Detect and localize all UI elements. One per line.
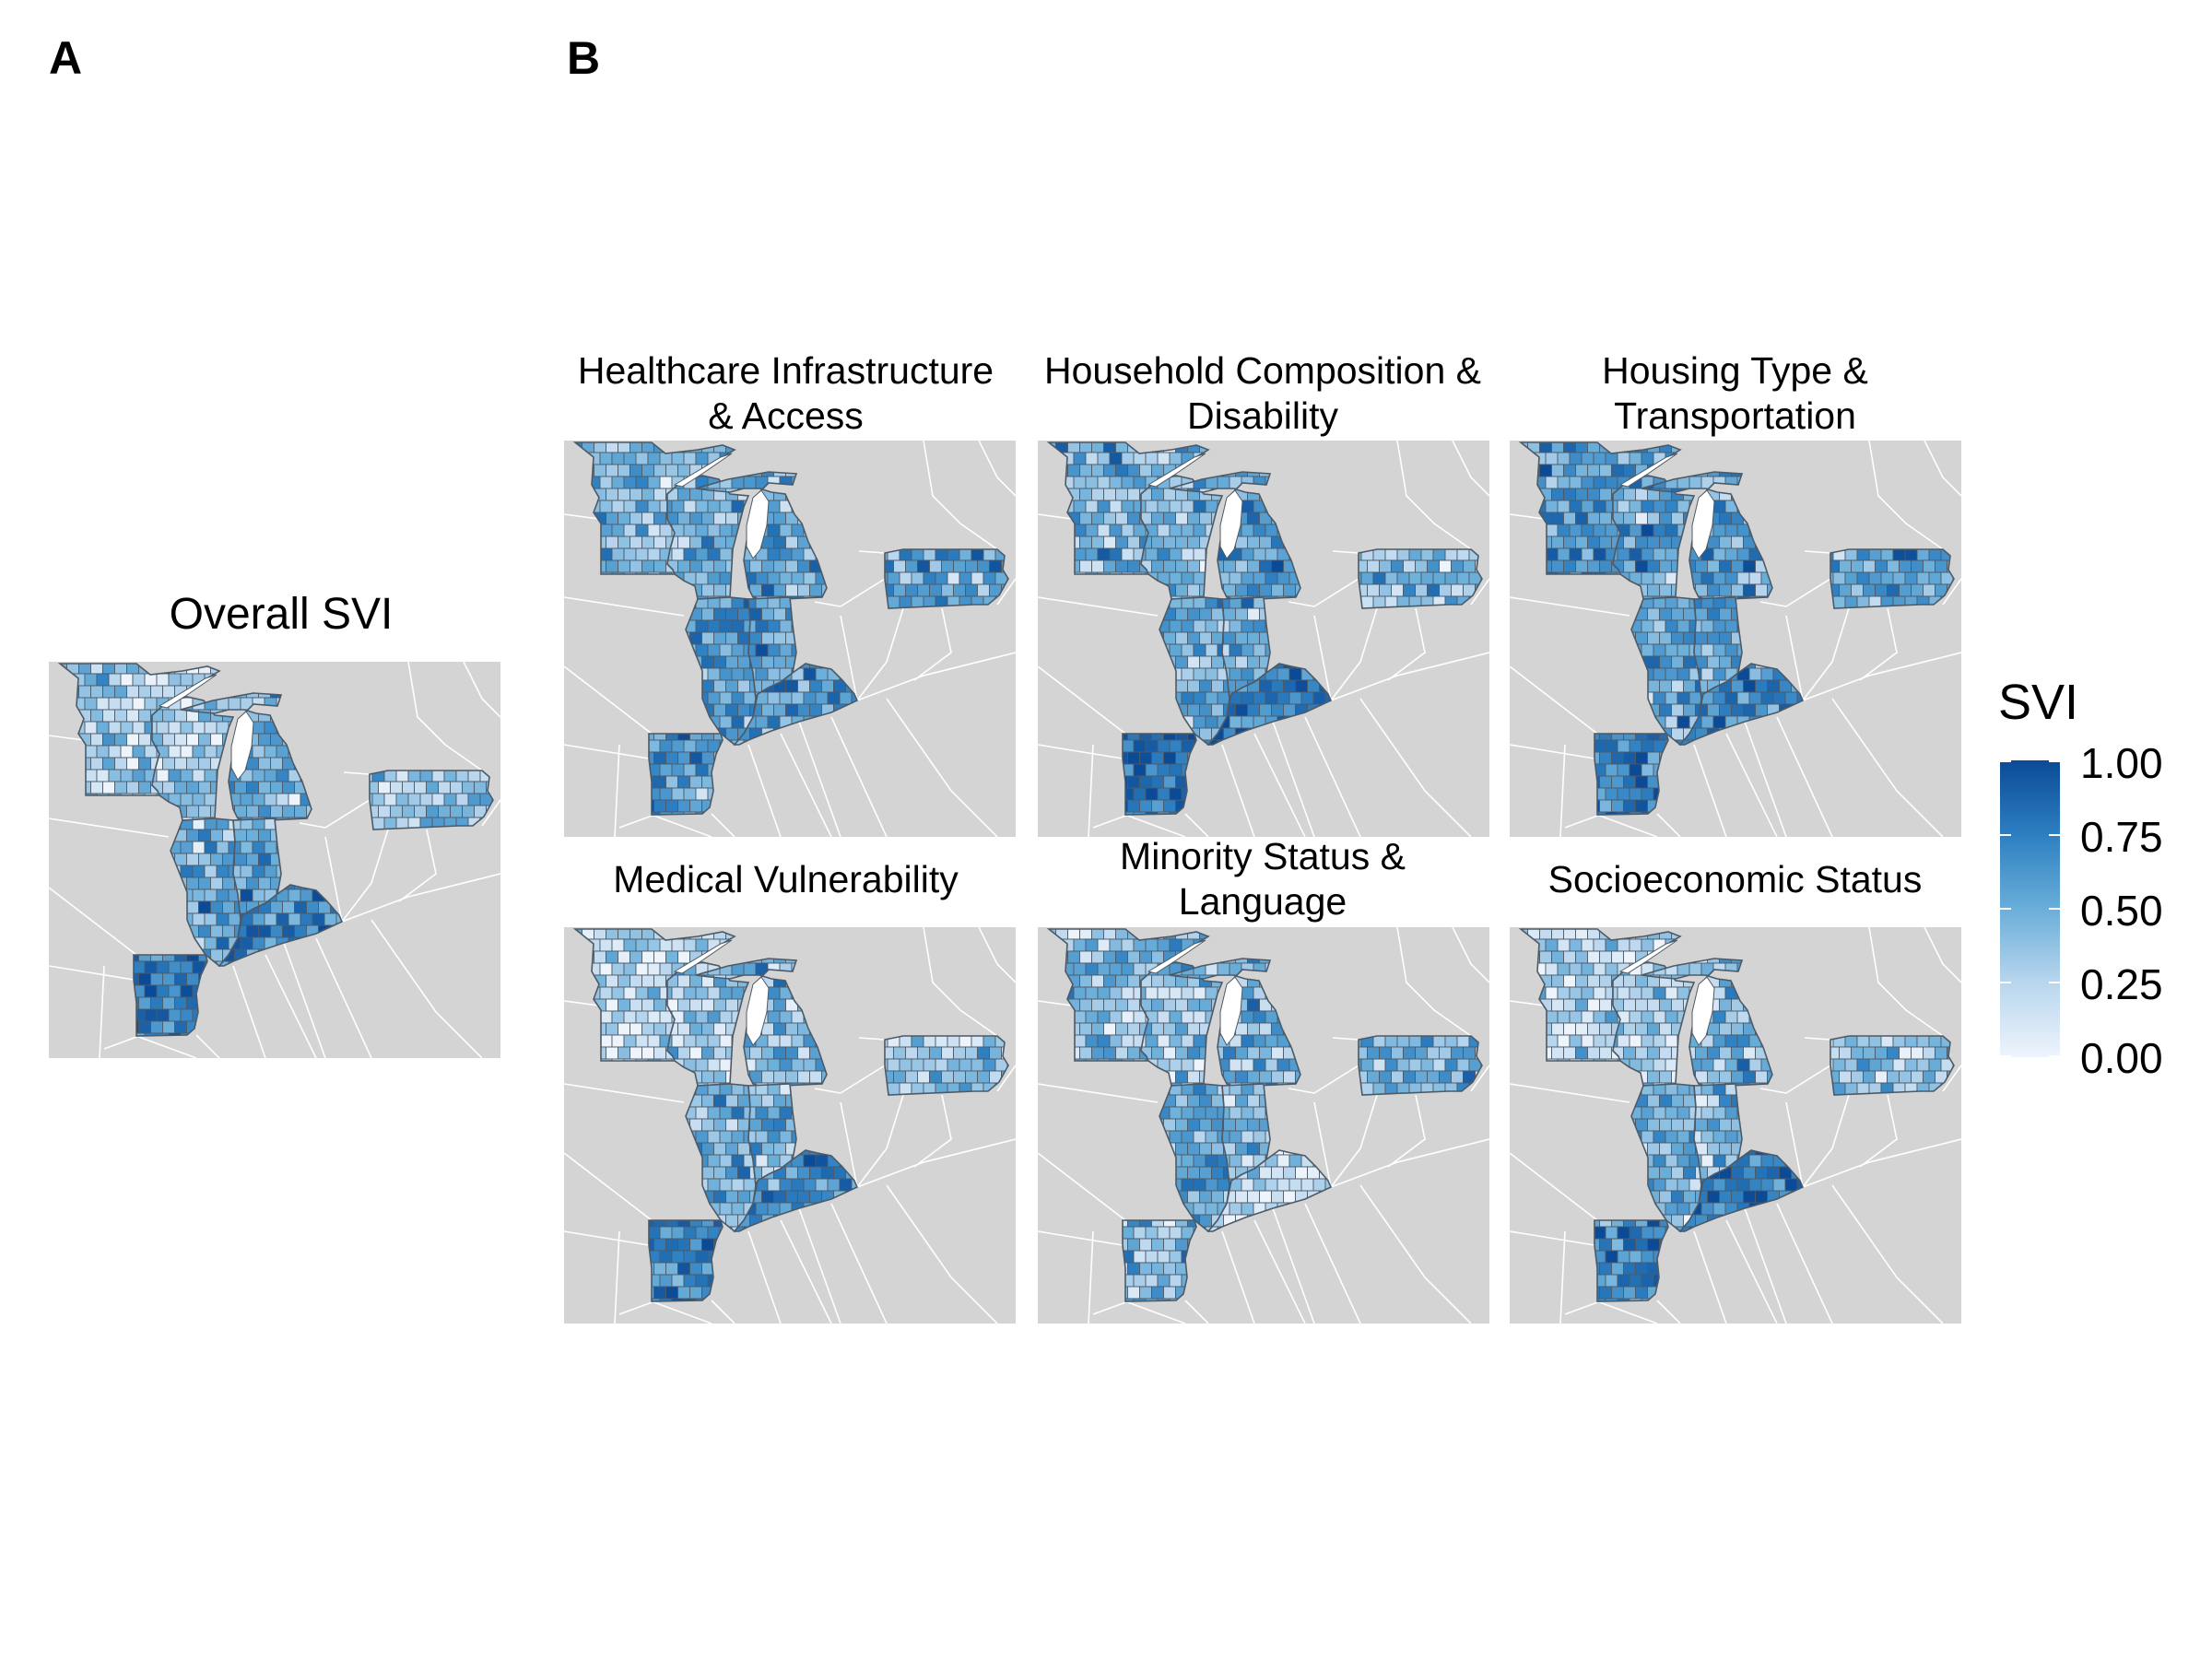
theme-title-line2: Transportation <box>1512 394 1959 439</box>
choropleth-svg <box>49 662 500 1058</box>
choropleth-svg <box>1038 927 1489 1324</box>
legend-tick-label: 0.00 <box>2080 1037 2163 1079</box>
theme-title-household: Household Composition & Disability <box>1023 348 1502 439</box>
theme-map-household <box>1038 441 1489 837</box>
theme-map-healthcare <box>564 441 1016 837</box>
theme-title-line2: Disability <box>1023 394 1502 439</box>
theme-title-healthcare: Healthcare Infrastructure & Access <box>562 348 1009 439</box>
overall-svi-map <box>49 662 500 1058</box>
panel-label-a: A <box>49 35 82 81</box>
svi-legend: SVI 1.00 0.75 0.50 0.25 0.00 <box>1991 677 2203 1065</box>
legend-colorbar <box>2000 760 2060 1057</box>
theme-title-line2: & Access <box>562 394 1009 439</box>
panel-label-b: B <box>567 35 600 81</box>
theme-title-line1: Minority Status & <box>1023 834 1502 879</box>
legend-title: SVI <box>1998 677 2078 727</box>
theme-title-line1: Healthcare Infrastructure <box>562 348 1009 394</box>
legend-tick-label: 0.25 <box>2080 963 2163 1006</box>
theme-title-housing: Housing Type & Transportation <box>1512 348 1959 439</box>
theme-title-socioeconomic: Socioeconomic Status <box>1512 857 1959 902</box>
choropleth-svg <box>564 927 1016 1324</box>
theme-title-line1: Socioeconomic Status <box>1512 857 1959 902</box>
theme-map-minority <box>1038 927 1489 1324</box>
theme-map-medical <box>564 927 1016 1324</box>
theme-title-line1: Housing Type & <box>1512 348 1959 394</box>
choropleth-svg <box>1510 927 1961 1324</box>
theme-title-medical: Medical Vulnerability <box>562 857 1009 902</box>
legend-tick-label: 0.50 <box>2080 889 2163 932</box>
legend-tick-label: 0.75 <box>2080 816 2163 858</box>
theme-title-line1: Medical Vulnerability <box>562 857 1009 902</box>
theme-map-housing <box>1510 441 1961 837</box>
legend-tick-label: 1.00 <box>2080 742 2163 784</box>
choropleth-svg <box>564 441 1016 837</box>
overall-map-title: Overall SVI <box>92 593 470 637</box>
theme-title-line2: Language <box>1023 879 1502 924</box>
theme-title-minority: Minority Status & Language <box>1023 834 1502 924</box>
choropleth-svg <box>1510 441 1961 837</box>
theme-map-socioeconomic <box>1510 927 1961 1324</box>
theme-title-line1: Household Composition & <box>1023 348 1502 394</box>
choropleth-svg <box>1038 441 1489 837</box>
